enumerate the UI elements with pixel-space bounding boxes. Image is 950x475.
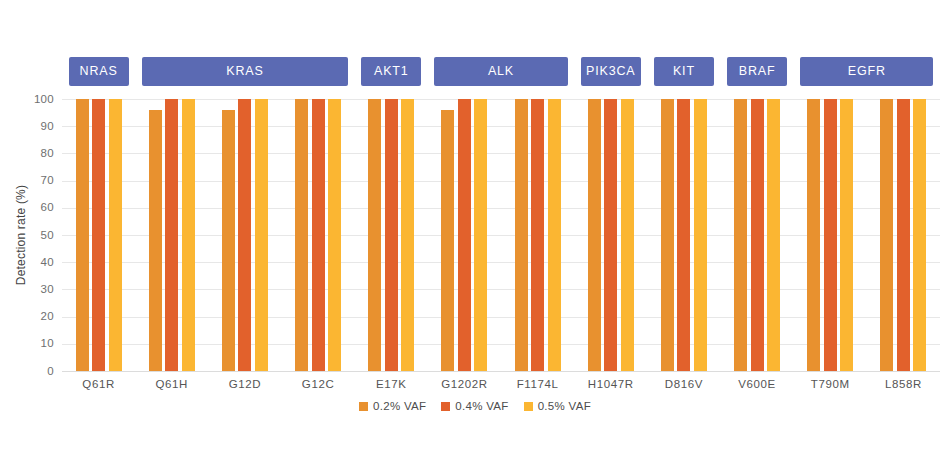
gene-box-pik3ca: PIK3CA	[581, 57, 641, 86]
x-label-v600e: V600E	[717, 378, 797, 390]
x-label-e17k: E17K	[351, 378, 431, 390]
x-label-q61h: Q61H	[132, 378, 212, 390]
x-label-t790m: T790M	[790, 378, 870, 390]
bar-V600E-0.5vaf	[767, 99, 780, 371]
y-tick-label-70: 70	[0, 174, 54, 186]
bar-H1047R-0.4vaf	[604, 99, 617, 371]
plot-area	[62, 99, 940, 371]
bar-D816V-0.4vaf	[677, 99, 690, 371]
y-tick-label-0: 0	[0, 365, 54, 377]
bar-E17K-0.5vaf	[401, 99, 414, 371]
x-label-g12c: G12C	[278, 378, 358, 390]
bar-T790M-0.2vaf	[807, 99, 820, 371]
x-label-d816v: D816V	[644, 378, 724, 390]
gridline-0	[62, 371, 940, 372]
bar-G1202R-0.5vaf	[474, 99, 487, 371]
bar-T790M-0.5vaf	[840, 99, 853, 371]
bar-F1174L-0.5vaf	[548, 99, 561, 371]
bar-G12D-0.4vaf	[238, 99, 251, 371]
gene-box-kit: KIT	[654, 57, 714, 86]
chart-container: Detection rate (%) NRASKRASAKT1ALKPIK3CA…	[0, 0, 950, 475]
bar-H1047R-0.5vaf	[621, 99, 634, 371]
gene-box-kras: KRAS	[142, 57, 348, 86]
x-label-l858r: L858R	[863, 378, 943, 390]
gene-box-egfr: EGFR	[800, 57, 933, 86]
y-tick-label-10: 10	[0, 337, 54, 349]
bar-E17K-0.4vaf	[385, 99, 398, 371]
legend-swatch-icon	[441, 402, 450, 411]
bar-G12D-0.2vaf	[222, 110, 235, 371]
y-tick-label-100: 100	[0, 93, 54, 105]
bar-G1202R-0.4vaf	[458, 99, 471, 371]
bar-G12D-0.5vaf	[255, 99, 268, 371]
gene-box-braf: BRAF	[727, 57, 787, 86]
x-label-g1202r: G1202R	[424, 378, 504, 390]
bar-E17K-0.2vaf	[368, 99, 381, 371]
y-tick-label-90: 90	[0, 120, 54, 132]
legend-item-0.4vaf: 0.4% VAF	[441, 400, 508, 412]
x-label-g12d: G12D	[205, 378, 285, 390]
x-label-q61r: Q61R	[59, 378, 139, 390]
bar-Q61H-0.4vaf	[165, 99, 178, 371]
bar-G12C-0.2vaf	[295, 99, 308, 371]
x-label-h1047r: H1047R	[571, 378, 651, 390]
legend-label: 0.5% VAF	[538, 400, 591, 412]
bar-F1174L-0.4vaf	[531, 99, 544, 371]
legend-swatch-icon	[359, 402, 368, 411]
bar-Q61R-0.4vaf	[92, 99, 105, 371]
legend-item-0.5vaf: 0.5% VAF	[524, 400, 591, 412]
gene-box-alk: ALK	[434, 57, 567, 86]
bar-D816V-0.2vaf	[661, 99, 674, 371]
bar-D816V-0.5vaf	[694, 99, 707, 371]
bar-F1174L-0.2vaf	[515, 99, 528, 371]
legend-item-0.2vaf: 0.2% VAF	[359, 400, 426, 412]
bar-G12C-0.5vaf	[328, 99, 341, 371]
legend: 0.2% VAF 0.4% VAF 0.5% VAF	[0, 400, 950, 412]
bar-H1047R-0.2vaf	[588, 99, 601, 371]
y-tick-label-80: 80	[0, 147, 54, 159]
bar-Q61H-0.2vaf	[149, 110, 162, 371]
gene-box-akt1: AKT1	[361, 57, 421, 86]
bar-Q61R-0.5vaf	[109, 99, 122, 371]
legend-label: 0.4% VAF	[455, 400, 508, 412]
y-tick-label-30: 30	[0, 283, 54, 295]
y-tick-label-60: 60	[0, 201, 54, 213]
bar-Q61R-0.2vaf	[76, 99, 89, 371]
y-tick-label-50: 50	[0, 229, 54, 241]
x-label-f1174l: F1174L	[498, 378, 578, 390]
bar-Q61H-0.5vaf	[182, 99, 195, 371]
legend-label: 0.2% VAF	[373, 400, 426, 412]
bar-V600E-0.4vaf	[751, 99, 764, 371]
bar-G1202R-0.2vaf	[441, 110, 454, 371]
bar-V600E-0.2vaf	[734, 99, 747, 371]
legend-swatch-icon	[524, 402, 533, 411]
bar-L858R-0.2vaf	[880, 99, 893, 371]
y-tick-label-20: 20	[0, 310, 54, 322]
bar-G12C-0.4vaf	[312, 99, 325, 371]
bar-T790M-0.4vaf	[824, 99, 837, 371]
bar-L858R-0.5vaf	[913, 99, 926, 371]
bar-L858R-0.4vaf	[897, 99, 910, 371]
gene-box-nras: NRAS	[69, 57, 129, 86]
y-tick-label-40: 40	[0, 256, 54, 268]
